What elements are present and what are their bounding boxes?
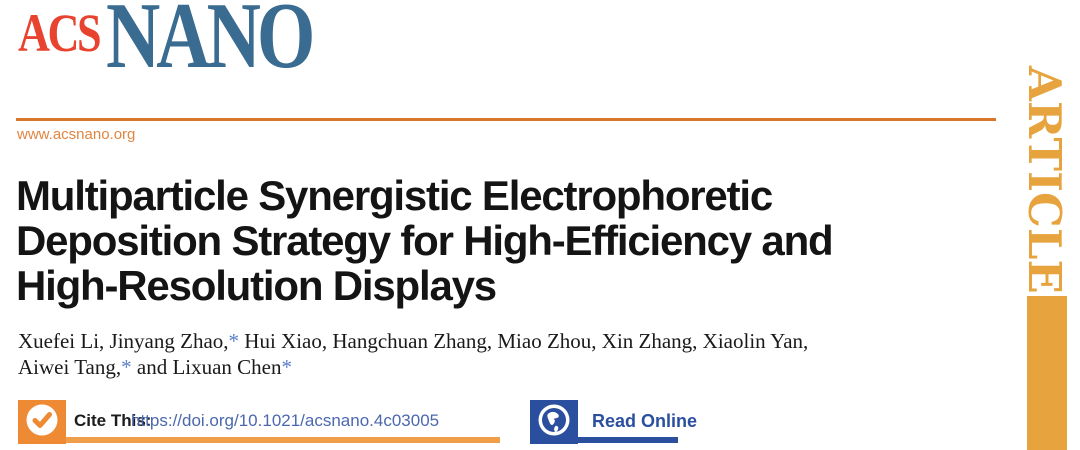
- cite-badge: [18, 400, 66, 444]
- read-online-label[interactable]: Read Online: [592, 411, 698, 431]
- cite-this-label: Cite This:: [74, 411, 152, 430]
- checkmark-icon: [25, 403, 59, 442]
- header-divider-rule: [16, 118, 996, 121]
- read-online-badge[interactable]: [530, 400, 578, 444]
- cite-underline-bar: [18, 437, 500, 443]
- article-title: Multiparticle Synergistic Electrophoreti…: [16, 173, 976, 308]
- read-online-underline-bar: [536, 437, 678, 443]
- corresponding-author-asterisk: *: [281, 355, 293, 379]
- article-title-line-3: High-Resolution Displays: [16, 262, 497, 309]
- article-title-line-2: Deposition Strategy for High-Efficiency …: [16, 217, 834, 264]
- journal-website-link[interactable]: www.acsnano.org: [17, 126, 136, 143]
- corresponding-author-asterisk: *: [228, 329, 240, 353]
- author-names-text: and Lixuan Chen: [131, 355, 282, 379]
- author-names-text: Aiwei Tang,: [18, 355, 122, 379]
- logo-nano-text: NANO: [106, 0, 315, 88]
- doi-link[interactable]: https://doi.org/10.1021/acsnano.4c03005: [131, 411, 440, 430]
- globe-icon: [537, 403, 571, 442]
- corresponding-author-asterisk: *: [121, 355, 132, 379]
- author-names-text: Xuefei Li, Jinyang Zhao,: [18, 329, 229, 353]
- author-names-text: Hui Xiao, Hangchuan Zhang, Miao Zhou, Xi…: [239, 329, 809, 353]
- article-banner-bar: [1027, 296, 1067, 450]
- article-type-banner: ARTICLE: [1018, 66, 1071, 294]
- logo-acs-text: ACS: [18, 3, 102, 63]
- article-title-line-1: Multiparticle Synergistic Electrophoreti…: [16, 172, 773, 219]
- author-list: Xuefei Li, Jinyang Zhao,* Hui Xiao, Hang…: [18, 328, 968, 380]
